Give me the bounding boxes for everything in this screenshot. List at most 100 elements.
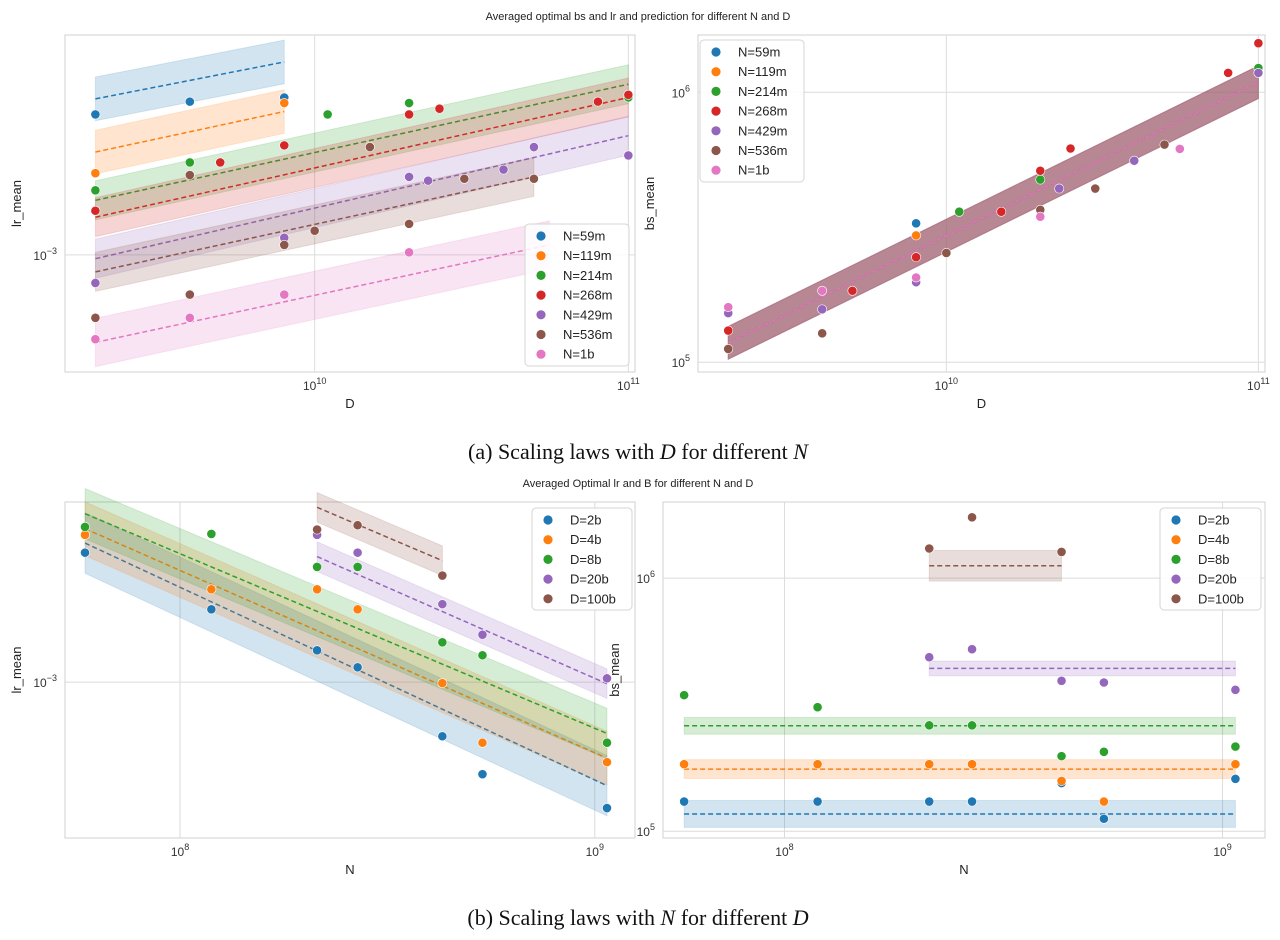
fit-line-d-4b — [84, 527, 608, 759]
point-n-429m — [404, 171, 414, 182]
point-n-214m — [954, 206, 965, 217]
fit-line-n-214m — [95, 83, 629, 202]
legend-label: N=119m — [563, 248, 612, 263]
point-n-429m — [623, 150, 634, 161]
point-d-20b — [437, 599, 448, 610]
point-d-100b — [312, 524, 322, 535]
legend-label: N=119m — [738, 64, 787, 79]
legend-label: D=20b — [570, 572, 609, 587]
legend-marker — [711, 86, 721, 96]
caption-b-mid: for different — [675, 905, 793, 930]
point-n-1b — [723, 302, 734, 313]
legend-label: N=59m — [563, 229, 605, 244]
point-n-536m — [90, 312, 101, 323]
point-d-2b — [352, 662, 363, 673]
y-tick-label: 106 — [637, 569, 655, 586]
caption-a-mid: for different — [676, 439, 794, 464]
chart-bs-vs-n: 108 109 105 106 Nbs_mean D=2b D=4b D=8b D=20b D=1… — [607, 501, 1266, 877]
legend-box — [1159, 507, 1262, 611]
point-d-2b — [679, 796, 690, 807]
point-n-536m — [459, 173, 470, 184]
legend: N=59m N=119m N=214m N=268m N=429m N=536m N=1b — [524, 223, 630, 367]
point-d-2b — [967, 796, 977, 807]
point-n-429m — [1253, 67, 1264, 78]
legend-label: N=1b — [563, 347, 594, 362]
point-n-268m — [1065, 143, 1076, 154]
point-d-2b — [206, 604, 217, 615]
point-n-536m — [364, 142, 375, 152]
legend: N=59m N=119m N=214m N=268m N=429m N=536m N=1b — [699, 39, 805, 183]
legend-label: N=1b — [738, 163, 769, 178]
point-n-268m — [404, 109, 414, 120]
point-n-214m — [322, 109, 333, 120]
caption-b-var2: D — [792, 905, 809, 930]
point-d-8b — [206, 529, 217, 539]
legend-marker — [536, 290, 546, 300]
legend-label: D=100b — [570, 591, 616, 606]
point-d-8b — [1099, 746, 1109, 757]
legend-marker — [536, 270, 546, 280]
chart-bs-vs-d: 1010 1011105106Dbs_meanN=59mN=119mN=214mN… — [642, 34, 1270, 411]
fit-band-d-20b — [316, 541, 608, 700]
caption-a-var: D — [659, 439, 676, 464]
legend-label: D=4b — [1198, 532, 1229, 547]
legend-label: D=2b — [1198, 513, 1229, 528]
point-d-4b — [352, 604, 363, 615]
fit-line-d-8b — [84, 512, 608, 735]
legend-marker — [711, 145, 721, 156]
point-d-20b — [352, 547, 363, 558]
point-d-4b — [206, 584, 217, 595]
point-n-268m — [1253, 38, 1264, 49]
legend-marker — [711, 47, 721, 57]
point-n-268m — [623, 89, 634, 100]
point-d-2b — [924, 796, 935, 807]
point-n-1b — [279, 289, 290, 300]
point-n-268m — [847, 285, 858, 296]
caption-a-prefix: (a) Scaling laws with — [468, 439, 660, 464]
fit-line-n-1b — [95, 244, 550, 344]
caption-b-prefix: (b) Scaling laws with — [467, 905, 660, 930]
point-d-20b — [602, 673, 612, 684]
x-tick-label: 108 — [775, 842, 793, 859]
legend-label: D=4b — [570, 532, 601, 547]
point-d-8b — [1230, 741, 1241, 752]
legend-label: N=268m — [563, 288, 613, 303]
point-n-268m — [911, 252, 922, 263]
legend-label: N=429m — [738, 123, 788, 138]
legend: D=2b D=4b D=8b D=20b D=100b — [531, 507, 633, 611]
x-tick-label: 108 — [171, 842, 189, 859]
x-tick-label: 1011 — [617, 376, 640, 393]
legend-marker — [543, 515, 553, 525]
point-d-20b — [1230, 684, 1241, 695]
point-d-2b — [80, 547, 90, 558]
point-n-536m — [817, 328, 828, 339]
fit-line-d-100b — [316, 506, 443, 562]
point-n-268m — [90, 205, 101, 216]
point-d-20b — [1099, 677, 1109, 688]
point-d-8b — [679, 690, 690, 701]
point-d-8b — [80, 522, 90, 532]
point-n-536m — [184, 289, 195, 300]
suptitle-a: Averaged optimal bs and lr and predictio… — [486, 11, 791, 23]
point-n-1b — [817, 285, 828, 296]
legend-label: D=100b — [1198, 591, 1244, 606]
point-d-8b — [602, 737, 612, 748]
legend-label: N=214m — [738, 84, 788, 99]
point-d-2b — [602, 803, 612, 813]
legend-marker — [711, 67, 721, 77]
point-d-20b — [477, 629, 488, 640]
point-n-536m — [529, 173, 539, 184]
x-axis-label: D — [345, 396, 354, 411]
y-tick-label: 106 — [672, 83, 690, 100]
point-n-59m — [184, 96, 195, 107]
point-d-4b — [477, 737, 488, 748]
legend-marker — [536, 349, 546, 359]
point-d-4b — [1056, 776, 1067, 786]
point-d-100b — [437, 570, 448, 581]
fit-line-n-429m — [95, 134, 629, 260]
point-n-268m — [593, 96, 603, 107]
point-n-1b — [1174, 143, 1185, 154]
point-d-2b — [437, 731, 448, 742]
legend-box — [531, 507, 633, 611]
